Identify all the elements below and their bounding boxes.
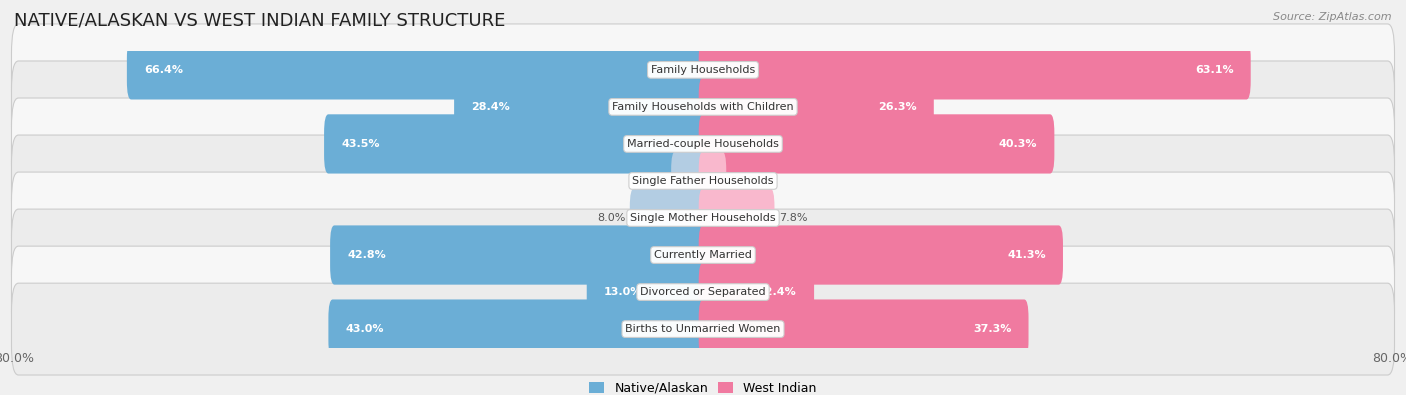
Text: 12.4%: 12.4% [758,287,797,297]
FancyBboxPatch shape [11,172,1395,264]
FancyBboxPatch shape [699,188,775,248]
Text: 43.5%: 43.5% [342,139,380,149]
FancyBboxPatch shape [671,151,707,211]
FancyBboxPatch shape [127,40,707,100]
Text: NATIVE/ALASKAN VS WEST INDIAN FAMILY STRUCTURE: NATIVE/ALASKAN VS WEST INDIAN FAMILY STR… [14,12,505,30]
Text: 3.2%: 3.2% [638,176,666,186]
FancyBboxPatch shape [11,24,1395,116]
FancyBboxPatch shape [699,299,1029,359]
Text: 63.1%: 63.1% [1195,65,1233,75]
Text: 43.0%: 43.0% [346,324,384,334]
Text: 37.3%: 37.3% [973,324,1011,334]
Text: Married-couple Households: Married-couple Households [627,139,779,149]
Text: 7.8%: 7.8% [779,213,807,223]
FancyBboxPatch shape [11,209,1395,301]
Text: Births to Unmarried Women: Births to Unmarried Women [626,324,780,334]
Legend: Native/Alaskan, West Indian: Native/Alaskan, West Indian [589,382,817,395]
FancyBboxPatch shape [11,61,1395,153]
Text: Source: ZipAtlas.com: Source: ZipAtlas.com [1274,12,1392,22]
Text: 28.4%: 28.4% [471,102,510,112]
FancyBboxPatch shape [11,246,1395,338]
Text: 42.8%: 42.8% [347,250,387,260]
FancyBboxPatch shape [11,98,1395,190]
Text: 2.2%: 2.2% [731,176,759,186]
Text: Single Father Households: Single Father Households [633,176,773,186]
FancyBboxPatch shape [325,114,707,173]
FancyBboxPatch shape [699,226,1063,285]
Text: 41.3%: 41.3% [1007,250,1046,260]
Text: 66.4%: 66.4% [143,65,183,75]
FancyBboxPatch shape [699,114,1054,173]
Text: Divorced or Separated: Divorced or Separated [640,287,766,297]
Text: Family Households: Family Households [651,65,755,75]
Text: Single Mother Households: Single Mother Households [630,213,776,223]
FancyBboxPatch shape [11,135,1395,227]
FancyBboxPatch shape [11,283,1395,375]
FancyBboxPatch shape [586,262,707,322]
FancyBboxPatch shape [330,226,707,285]
Text: 40.3%: 40.3% [998,139,1038,149]
FancyBboxPatch shape [699,77,934,137]
Text: 8.0%: 8.0% [598,213,626,223]
FancyBboxPatch shape [699,40,1251,100]
FancyBboxPatch shape [454,77,707,137]
FancyBboxPatch shape [630,188,707,248]
FancyBboxPatch shape [329,299,707,359]
Text: 26.3%: 26.3% [877,102,917,112]
FancyBboxPatch shape [699,262,814,322]
Text: 13.0%: 13.0% [605,287,643,297]
Text: Family Households with Children: Family Households with Children [612,102,794,112]
FancyBboxPatch shape [699,151,727,211]
Text: Currently Married: Currently Married [654,250,752,260]
